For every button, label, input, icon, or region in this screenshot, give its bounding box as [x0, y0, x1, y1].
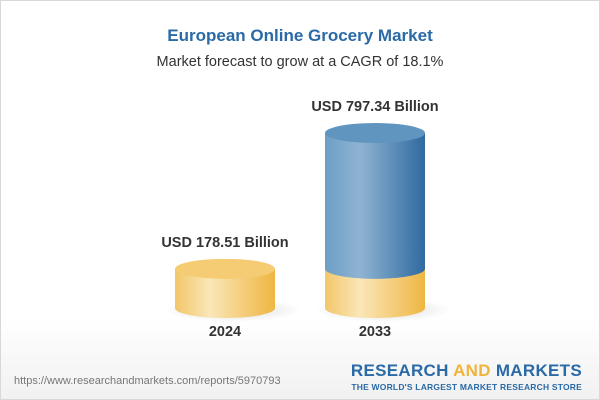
data-label-2024: USD 178.51 Billion: [161, 235, 288, 251]
bar-top-2024: [175, 258, 275, 279]
category-label-2024: 2024: [209, 324, 241, 340]
category-label-2033: 2033: [359, 324, 391, 340]
data-label-2033: USD 797.34 Billion: [311, 99, 438, 115]
bar-base-segment-2033: [325, 268, 425, 318]
research-and-markets-logo: RESEARCH AND MARKETS THE WORLD'S LARGEST…: [350, 361, 582, 392]
bar-growth-segment-2033: [325, 133, 425, 279]
chart-title: European Online Grocery Market: [167, 26, 433, 45]
bar-top-2033: [325, 123, 425, 143]
chart-subtitle: Market forecast to grow at a CAGR of 18.…: [156, 54, 444, 70]
source-url[interactable]: https://www.researchandmarkets.com/repor…: [14, 375, 281, 387]
bar-base-segment-2024: [175, 268, 275, 318]
